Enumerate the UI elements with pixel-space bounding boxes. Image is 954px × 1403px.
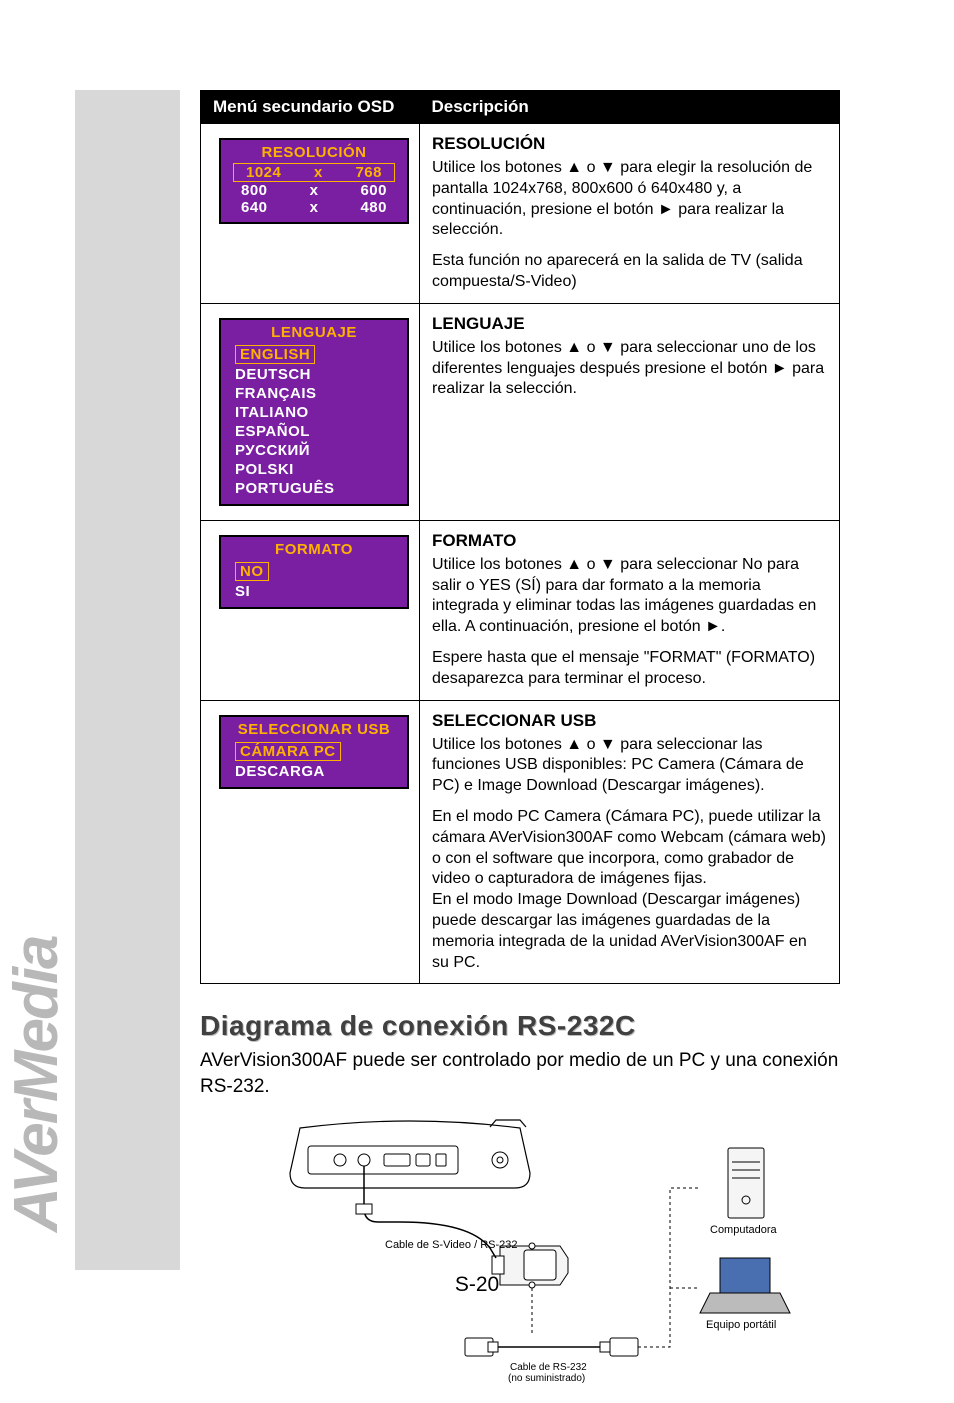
- device-outline: [290, 1120, 530, 1188]
- osd-menu-item: 640 x 480: [229, 199, 399, 216]
- osd-menu-box: LENGUAJE ENGLISHDEUTSCHFRANÇAISITALIANOES…: [219, 318, 409, 506]
- rs232-diagram: Cable de S-Video / RS-232 Cable de RS-23…: [240, 1118, 800, 1398]
- osd-res-part: 640: [241, 199, 268, 216]
- osd-menu-item: ITALIANO: [229, 403, 399, 422]
- osd-menu-item: FRANÇAIS: [229, 384, 399, 403]
- osd-menu-item: ENGLISH: [229, 343, 399, 365]
- osd-cell: RESOLUCIÓN 1024 x 768 800 x 600 640 x 480: [201, 124, 420, 304]
- rs232-label: Cable de RS-232: [510, 1362, 587, 1373]
- osd-cell: LENGUAJE ENGLISHDEUTSCHFRANÇAISITALIANOES…: [201, 303, 420, 520]
- osd-menu-box: RESOLUCIÓN 1024 x 768 800 x 600 640 x 480: [219, 138, 409, 224]
- desc-title: RESOLUCIÓN: [432, 134, 827, 154]
- osd-menu-item: POLSKI: [229, 460, 399, 479]
- rs232-sub-label: (no suministrado): [508, 1373, 585, 1384]
- osd-res-part: 768: [355, 164, 382, 181]
- osd-cell: FORMATO NOSI: [201, 520, 420, 700]
- col-header-osd: Menú secundario OSD: [201, 91, 420, 124]
- osd-cell: SELECCIONAR USB CÁMARA PCDESCARGA: [201, 700, 420, 984]
- desc-paragraph: Esta función no aparecerá en la salida d…: [432, 251, 827, 293]
- osd-menu-item: DEUTSCH: [229, 365, 399, 384]
- desc-paragraph: Utilice los botones ▲ o ▼ para seleccion…: [432, 735, 827, 797]
- table-row: LENGUAJE ENGLISHDEUTSCHFRANÇAISITALIANOES…: [201, 303, 840, 520]
- section-intro: AVerVision300AF puede ser controlado por…: [200, 1048, 840, 1099]
- osd-res-part: 1024: [246, 164, 281, 181]
- osd-menu-item: РУССКИЙ: [229, 441, 399, 460]
- osd-menu-box: SELECCIONAR USB CÁMARA PCDESCARGA: [219, 715, 409, 789]
- brand-logo: AVerMedia: [1, 936, 72, 1232]
- osd-menu-item: CÁMARA PC: [229, 740, 399, 762]
- table-row: SELECCIONAR USBCÁMARA PCDESCARGASELECCIO…: [201, 700, 840, 984]
- osd-res-part: x: [314, 164, 323, 181]
- osd-menu-title: RESOLUCIÓN: [229, 144, 399, 161]
- osd-res-part: 480: [360, 199, 387, 216]
- osd-menu-box: FORMATO NOSI: [219, 535, 409, 609]
- section-heading: Diagrama de conexión RS-232C: [200, 1010, 840, 1042]
- desc-paragraph: Espere hasta que el mensaje "FORMAT" (FO…: [432, 648, 827, 690]
- laptop-label: Equipo portátil: [706, 1319, 776, 1331]
- osd-menu-item: 800 x 600: [229, 182, 399, 199]
- osd-menu-title: LENGUAJE: [229, 324, 399, 341]
- svideo-label: Cable de S-Video / RS-232: [385, 1239, 518, 1251]
- osd-res-part: x: [310, 199, 319, 216]
- desc-title: SELECCIONAR USB: [432, 711, 827, 731]
- osd-table: Menú secundario OSD Descripción RESOLUCI…: [200, 90, 840, 984]
- osd-menu-title: FORMATO: [229, 541, 399, 558]
- table-row: RESOLUCIÓN1024x768800x600640x480RESOLUCI…: [201, 124, 840, 304]
- page-content: Menú secundario OSD Descripción RESOLUCI…: [200, 90, 840, 1398]
- col-header-desc: Descripción: [420, 91, 840, 124]
- osd-menu-item: 1024 x 768: [233, 163, 395, 182]
- desc-cell: SELECCIONAR USB Utilice los botones ▲ o ▼…: [420, 700, 840, 984]
- desc-title: LENGUAJE: [432, 314, 827, 334]
- desc-paragraph: Utilice los botones ▲ o ▼ para seleccion…: [432, 338, 827, 400]
- desc-cell: RESOLUCIÓN Utilice los botones ▲ o ▼ para…: [420, 124, 840, 304]
- osd-menu-item: DESCARGA: [229, 762, 399, 781]
- desktop-label: Computadora: [710, 1224, 778, 1236]
- osd-selected-item: NO: [235, 562, 269, 581]
- side-bar: [75, 90, 180, 1270]
- osd-res-part: 600: [360, 182, 387, 199]
- osd-menu-item: NO: [229, 560, 399, 582]
- page-number: S-20: [0, 1273, 954, 1297]
- osd-res-part: 800: [241, 182, 268, 199]
- desc-cell: FORMATO Utilice los botones ▲ o ▼ para se…: [420, 520, 840, 700]
- desc-title: FORMATO: [432, 531, 827, 551]
- osd-menu-title: SELECCIONAR USB: [229, 721, 399, 738]
- osd-menu-item: ESPAÑOL: [229, 422, 399, 441]
- osd-selected-item: ENGLISH: [235, 345, 315, 364]
- serial-cable: [465, 1338, 638, 1356]
- osd-menu-item: SI: [229, 582, 399, 601]
- desktop-icon: [728, 1148, 764, 1218]
- desc-paragraph: Utilice los botones ▲ o ▼ para elegir la…: [432, 158, 827, 241]
- osd-res-part: x: [310, 182, 319, 199]
- desc-paragraph: Utilice los botones ▲ o ▼ para seleccion…: [432, 555, 827, 638]
- osd-selected-item: CÁMARA PC: [235, 742, 341, 761]
- desc-cell: LENGUAJE Utilice los botones ▲ o ▼ para s…: [420, 303, 840, 520]
- dotted-to-desktop: [638, 1188, 700, 1347]
- table-row: FORMATO NOSI FORMATO Utilice los botones ▲ …: [201, 520, 840, 700]
- osd-menu-item: PORTUGUÊS: [229, 479, 399, 498]
- desc-paragraph: En el modo PC Camera (Cámara PC), puede …: [432, 807, 827, 973]
